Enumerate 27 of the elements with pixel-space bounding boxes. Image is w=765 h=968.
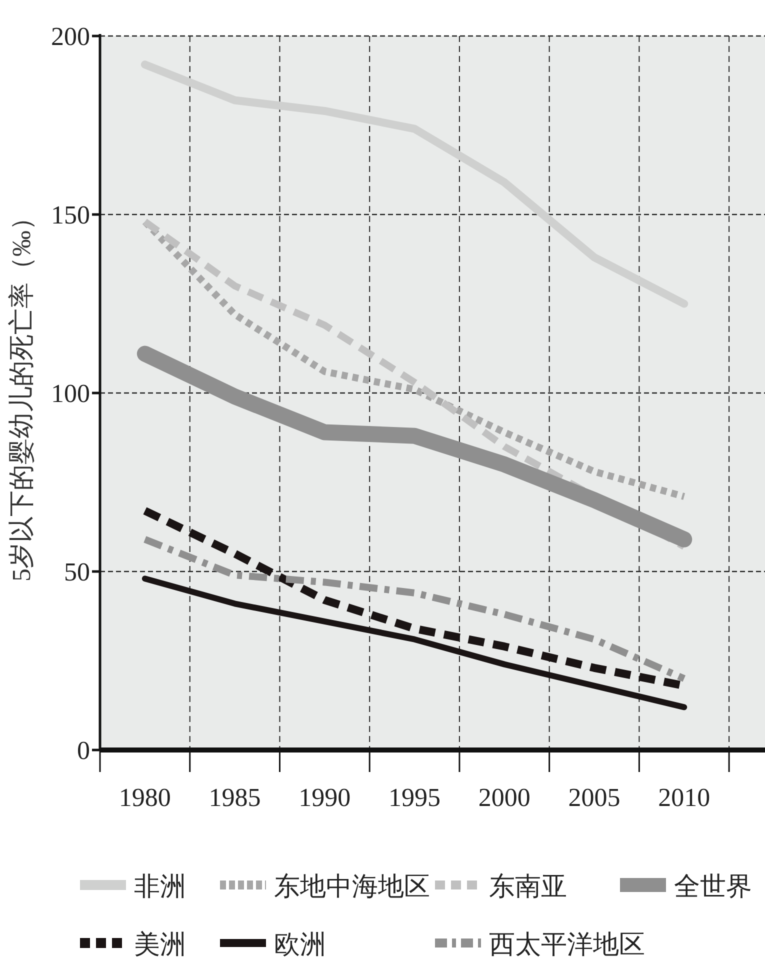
y-tick-label: 200 [51, 22, 90, 51]
y-tick-label: 0 [77, 736, 90, 765]
x-tick-label: 1990 [298, 783, 351, 812]
x-tick-label: 2000 [478, 783, 530, 812]
legend-label: 西太平洋地区 [489, 930, 645, 959]
x-tick-label: 2010 [658, 783, 710, 812]
legend-label: 全世界 [674, 872, 752, 901]
legend-label: 欧洲 [274, 930, 326, 959]
legend-item: 非洲 [80, 872, 186, 901]
x-tick-label: 2005 [568, 783, 620, 812]
y-tick-label: 50 [64, 558, 90, 586]
x-tick-label: 1985 [208, 783, 261, 812]
legend-item: 美洲 [80, 930, 186, 959]
legend-item: 东南亚 [435, 872, 567, 901]
x-tick-label: 1995 [388, 783, 441, 812]
y-tick-label: 100 [51, 379, 90, 408]
legend-label: 东地中海地区 [274, 872, 430, 901]
y-tick-label: 150 [51, 200, 90, 230]
legend-item: 东地中海地区 [220, 872, 430, 901]
legend-label: 非洲 [134, 872, 186, 901]
legend-item: 西太平洋地区 [435, 930, 645, 959]
legend-item: 全世界 [620, 872, 752, 901]
legend-label: 东南亚 [489, 872, 567, 901]
x-tick-label: 1980 [118, 783, 171, 812]
legend-item: 欧洲 [220, 930, 326, 959]
y-axis-title: 5岁以下的婴幼儿的死亡率（‰） [7, 204, 36, 582]
legend-label: 美洲 [134, 930, 186, 959]
